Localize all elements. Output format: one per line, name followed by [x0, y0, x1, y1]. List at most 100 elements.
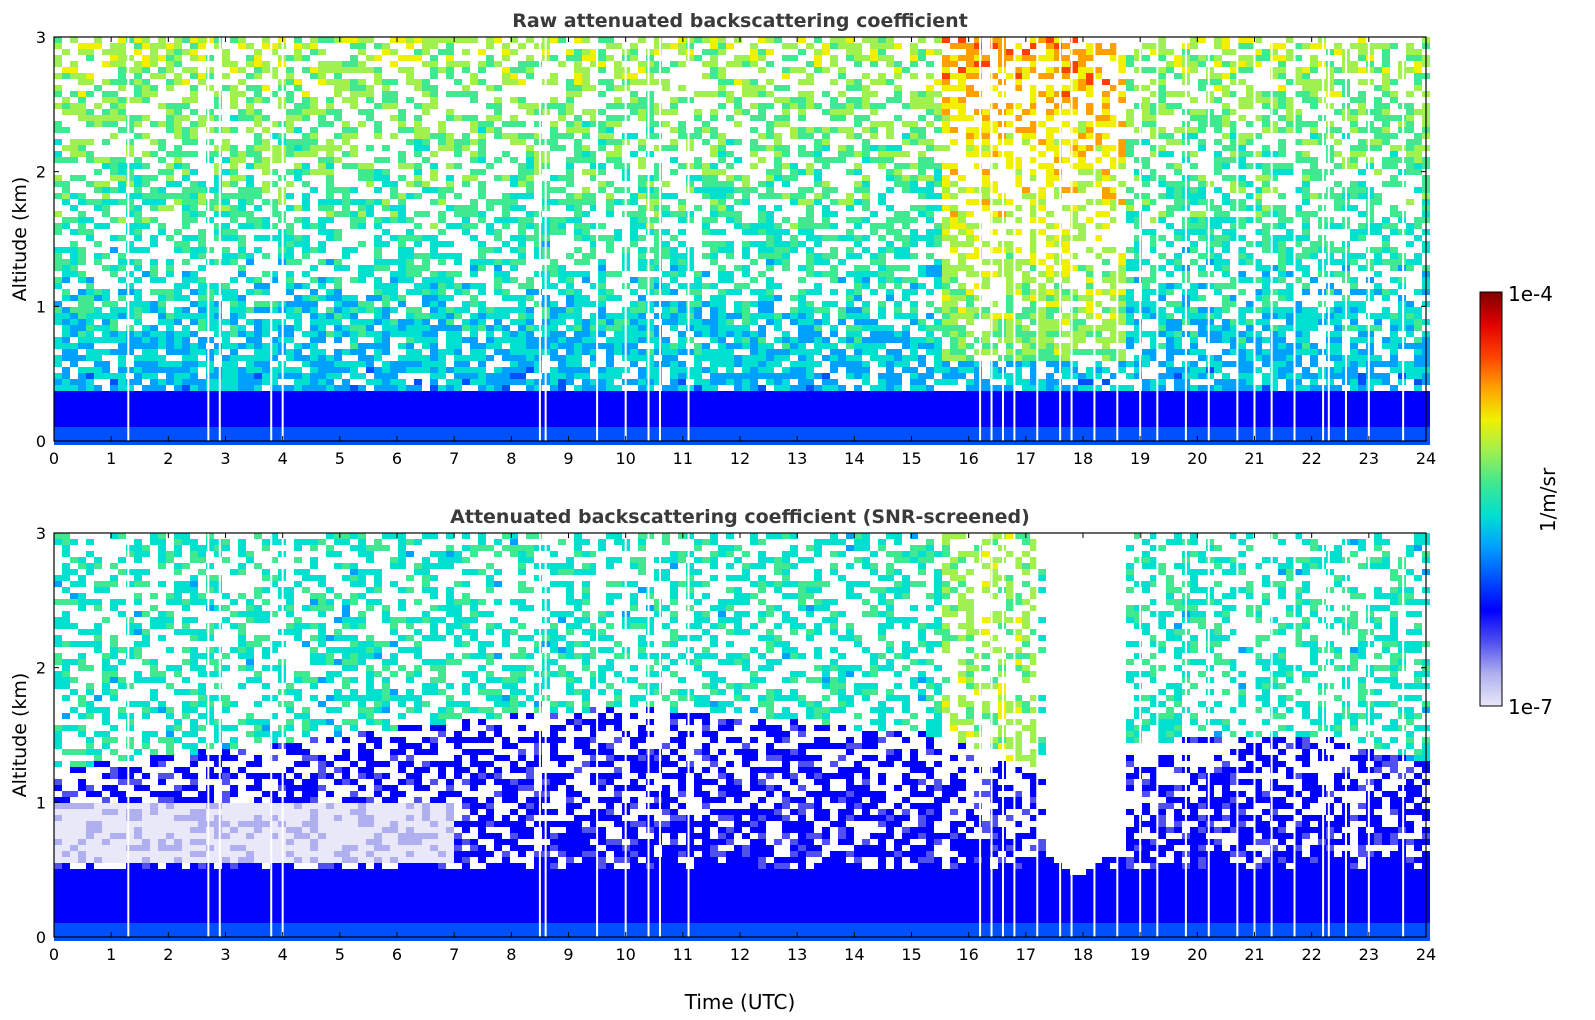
heatmap-cell [54, 181, 62, 187]
heatmap-cell [726, 313, 734, 319]
heatmap-cell [54, 139, 62, 145]
heatmap-cell [390, 181, 398, 187]
heatmap-cell [662, 397, 670, 403]
heatmap-cell [214, 43, 222, 49]
heatmap-cell [702, 319, 710, 325]
heatmap-cell [446, 163, 454, 169]
heatmap-cell [526, 403, 534, 409]
heatmap-cell [150, 235, 158, 241]
heatmap-cell [582, 325, 590, 331]
heatmap-cell [798, 337, 806, 343]
heatmap-cell [142, 427, 150, 433]
heatmap-cell [102, 313, 110, 319]
heatmap-cell [950, 181, 958, 187]
heatmap-cell [326, 289, 334, 295]
heatmap-cell [406, 313, 414, 319]
heatmap-cell [254, 139, 262, 145]
heatmap-cell [518, 325, 526, 331]
heatmap-cell [206, 247, 214, 253]
heatmap-cell [174, 37, 182, 43]
heatmap-cell [694, 421, 702, 427]
heatmap-cell [174, 337, 182, 343]
heatmap-cell [174, 61, 182, 67]
heatmap-cell [734, 439, 742, 445]
heatmap-cell [766, 283, 774, 289]
heatmap-cell [670, 439, 678, 445]
heatmap-cell [942, 181, 950, 187]
heatmap-cell [646, 247, 654, 253]
heatmap-cell [678, 259, 686, 265]
heatmap-cell [870, 403, 878, 409]
heatmap-cell [686, 337, 694, 343]
heatmap-cell [406, 397, 414, 403]
heatmap-cell [662, 409, 670, 415]
heatmap-cell [950, 211, 958, 217]
heatmap-cell [606, 37, 614, 43]
heatmap-cell [854, 391, 862, 397]
heatmap-cell [918, 205, 926, 211]
heatmap-cell [190, 37, 198, 43]
heatmap-cell [262, 343, 270, 349]
heatmap-cell [758, 385, 766, 391]
heatmap-cell [558, 133, 566, 139]
heatmap-cell [414, 283, 422, 289]
heatmap-cell [302, 397, 310, 403]
heatmap-cell [766, 421, 774, 427]
heatmap-cell [54, 391, 62, 397]
heatmap-cell [886, 433, 894, 439]
heatmap-cell [894, 439, 902, 445]
heatmap-cell [582, 37, 590, 43]
heatmap-cell [118, 367, 126, 373]
heatmap-cell [654, 283, 662, 289]
heatmap-cell [646, 397, 654, 403]
heatmap-cell [134, 265, 142, 271]
heatmap-cell [422, 211, 430, 217]
heatmap-cell [758, 181, 766, 187]
heatmap-cell [294, 409, 302, 415]
heatmap-cell [318, 415, 326, 421]
heatmap-cell [430, 337, 438, 343]
heatmap-cell [478, 373, 486, 379]
heatmap-cell [206, 337, 214, 343]
heatmap-cell [774, 193, 782, 199]
panel-raw-title: Raw attenuated backscattering coefficien… [512, 10, 968, 32]
heatmap-cell [718, 91, 726, 97]
heatmap-cell [734, 313, 742, 319]
heatmap-cell [358, 121, 366, 127]
heatmap-cell [222, 181, 230, 187]
heatmap-cell [422, 301, 430, 307]
heatmap-cell [942, 421, 950, 427]
heatmap-cell [366, 307, 374, 313]
heatmap-cell [822, 205, 830, 211]
heatmap-cell [302, 91, 310, 97]
heatmap-cell [942, 295, 950, 301]
heatmap-cell [702, 73, 710, 79]
heatmap-cell [662, 415, 670, 421]
heatmap-cell [942, 265, 950, 271]
heatmap-cell [718, 49, 726, 55]
heatmap-cell [942, 73, 950, 79]
heatmap-cell [710, 331, 718, 337]
heatmap-cell [494, 157, 502, 163]
heatmap-cell [342, 415, 350, 421]
heatmap-cell [222, 229, 230, 235]
heatmap-cell [150, 61, 158, 67]
heatmap-cell [310, 325, 318, 331]
heatmap-cell [334, 385, 342, 391]
heatmap-cell [870, 145, 878, 151]
heatmap-cell [110, 325, 118, 331]
heatmap-cell [742, 361, 750, 367]
heatmap-cell [798, 241, 806, 247]
heatmap-cell [574, 259, 582, 265]
heatmap-cell [566, 271, 574, 277]
heatmap-cell [454, 37, 462, 43]
heatmap-cell [102, 397, 110, 403]
heatmap-cell [398, 325, 406, 331]
heatmap-cell [894, 169, 902, 175]
heatmap-cell [718, 307, 726, 313]
heatmap-cell [934, 79, 942, 85]
heatmap-cell [454, 379, 462, 385]
heatmap-cell [558, 289, 566, 295]
heatmap-cell [102, 121, 110, 127]
heatmap-cell [326, 109, 334, 115]
